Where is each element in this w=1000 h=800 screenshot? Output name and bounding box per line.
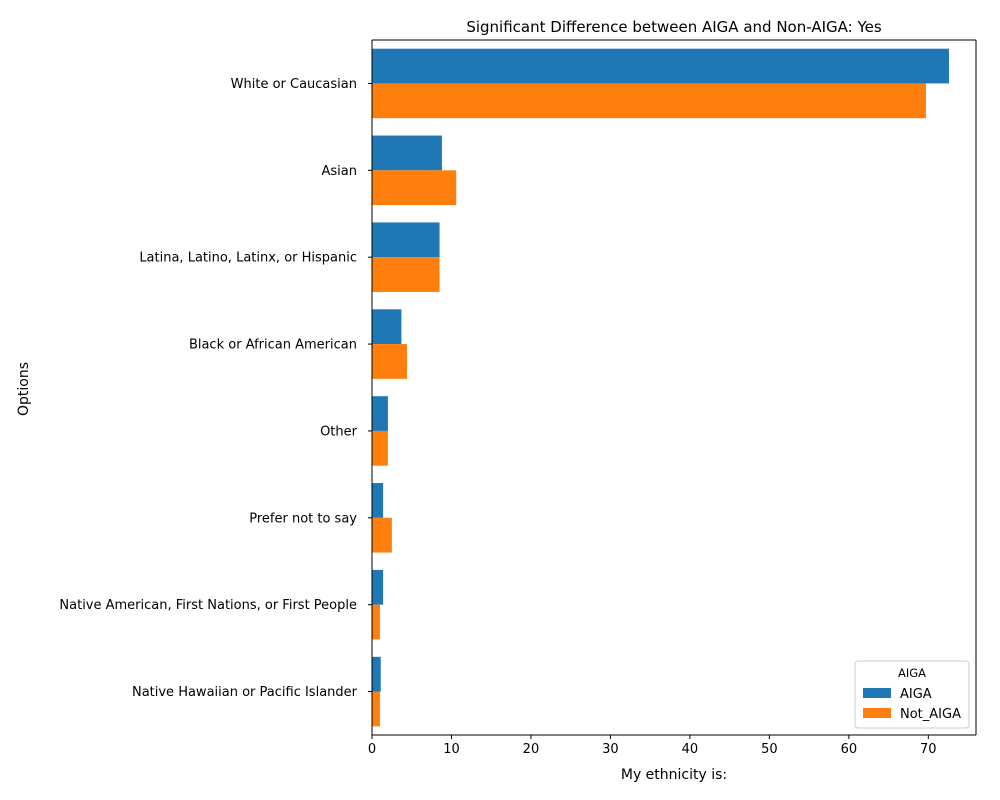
legend-label-aiga: AIGA: [900, 687, 932, 702]
bar-not-aiga: [372, 691, 380, 727]
bar-not-aiga: [372, 83, 926, 119]
x-tick-label: 70: [920, 742, 937, 757]
bar-aiga: [372, 48, 949, 84]
bar-aiga: [372, 656, 381, 692]
chart-title: Significant Difference between AIGA and …: [466, 18, 881, 36]
x-tick-label: 60: [841, 742, 858, 757]
legend: AIGA AIGA Not_AIGA: [854, 660, 970, 729]
bar-not-aiga: [372, 257, 440, 292]
x-tick-label: 50: [761, 742, 778, 757]
x-tick-label: 20: [523, 742, 540, 757]
y-tick-label: Native American, First Nations, or First…: [59, 598, 357, 613]
x-tick-label: 0: [368, 742, 376, 757]
bar-aiga: [372, 396, 388, 431]
bar-aiga: [372, 483, 384, 518]
legend-label-not-aiga: Not_AIGA: [900, 707, 961, 722]
legend-swatch-not-aiga: [863, 708, 891, 718]
bar-not-aiga: [372, 604, 380, 640]
bar-aiga: [372, 309, 402, 345]
legend-swatch-aiga: [863, 688, 891, 698]
y-tick-label: Asian: [322, 164, 357, 179]
x-tick-label: 30: [602, 742, 619, 757]
y-tick-label: Prefer not to say: [249, 511, 357, 526]
legend-title: AIGA: [898, 666, 926, 680]
bar-aiga: [372, 222, 440, 258]
bar-not-aiga: [372, 344, 407, 379]
bar-not-aiga: [372, 170, 457, 206]
y-tick-label: Latina, Latino, Latinx, or Hispanic: [139, 251, 357, 266]
x-axis-title: My ethnicity is:: [621, 767, 727, 783]
bar-aiga: [372, 569, 384, 605]
bar-aiga: [372, 135, 442, 171]
x-tick-label: 10: [443, 742, 460, 757]
y-tick-label: Black or African American: [189, 338, 357, 353]
bar-not-aiga: [372, 430, 388, 466]
y-axis-title: Options: [16, 362, 32, 416]
plot-area: White or Caucasian Asian Latina, Latino, L…: [59, 39, 977, 757]
y-tick-label: Native Hawaiian or Pacific Islander: [132, 685, 358, 700]
y-tick-label: Other: [320, 424, 358, 439]
bar-not-aiga: [372, 517, 392, 553]
y-tick-label: White or Caucasian: [231, 77, 357, 92]
x-tick-label: 40: [682, 742, 699, 757]
